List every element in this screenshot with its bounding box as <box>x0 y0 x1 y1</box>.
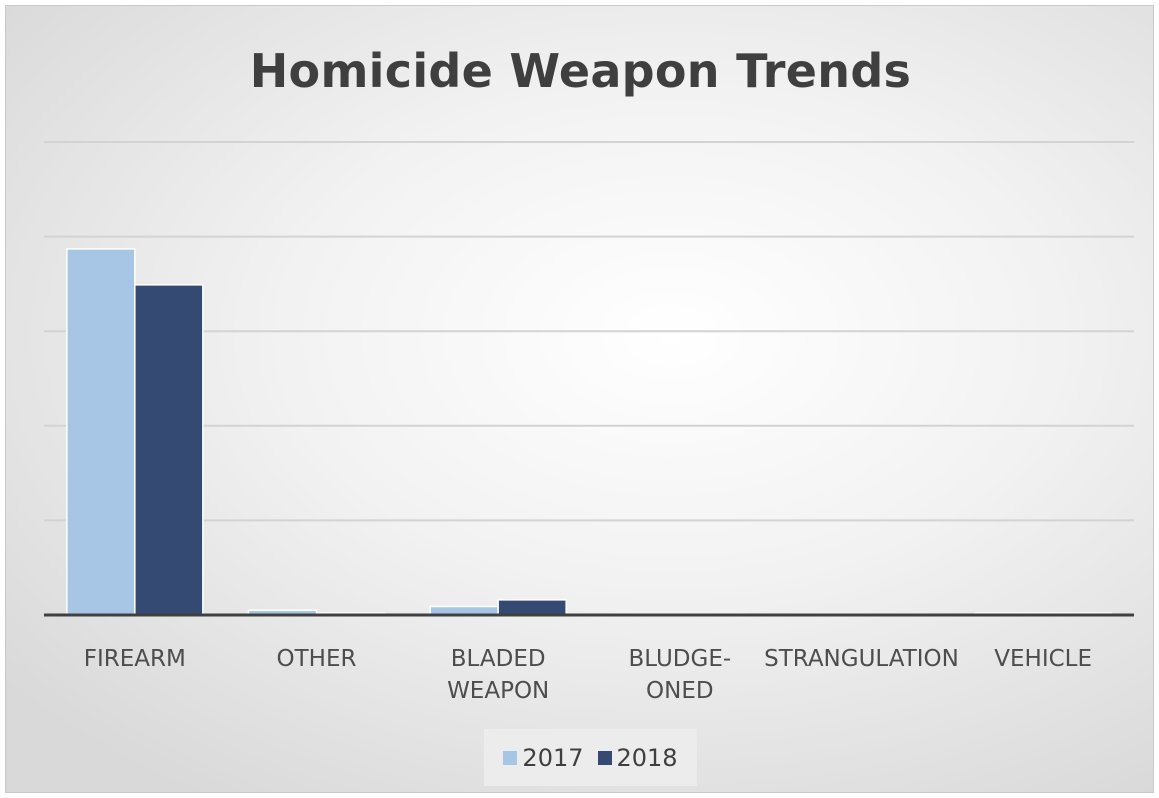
plot-area: FIREARM OTHER BLADED WEAPON BLUDGE-ONED STRAN… <box>44 141 1134 704</box>
category-label-bladed-weapon: BLADED WEAPON <box>447 646 549 704</box>
legend-swatch-2018 <box>597 750 612 765</box>
category-label-firearm: FIREARM <box>84 646 186 672</box>
chart-title: Homicide Weapon Trends <box>249 44 912 98</box>
bar-2017-firearm <box>66 248 136 616</box>
category-label-bludge-oned: BLUDGE-ONED <box>629 646 732 704</box>
category-label-strangulation: STRANGULATION <box>764 646 959 672</box>
legend-item-2018: 2018 <box>597 743 678 772</box>
category-label-other: OTHER <box>277 646 357 672</box>
bar-2018-firearm <box>134 284 204 616</box>
legend: 2017 2018 <box>484 729 697 786</box>
bar-2018-bladed-weapon <box>497 599 567 616</box>
legend-item-2017: 2017 <box>503 743 584 772</box>
legend-label-2018: 2018 <box>616 743 678 772</box>
legend-swatch-2017 <box>503 750 518 765</box>
chart-area: Homicide Weapon Trends FIREARM OTHER BLADE… <box>5 5 1154 793</box>
legend-label-2017: 2017 <box>522 743 584 772</box>
category-label-vehicle: VEHICLE <box>994 646 1092 672</box>
